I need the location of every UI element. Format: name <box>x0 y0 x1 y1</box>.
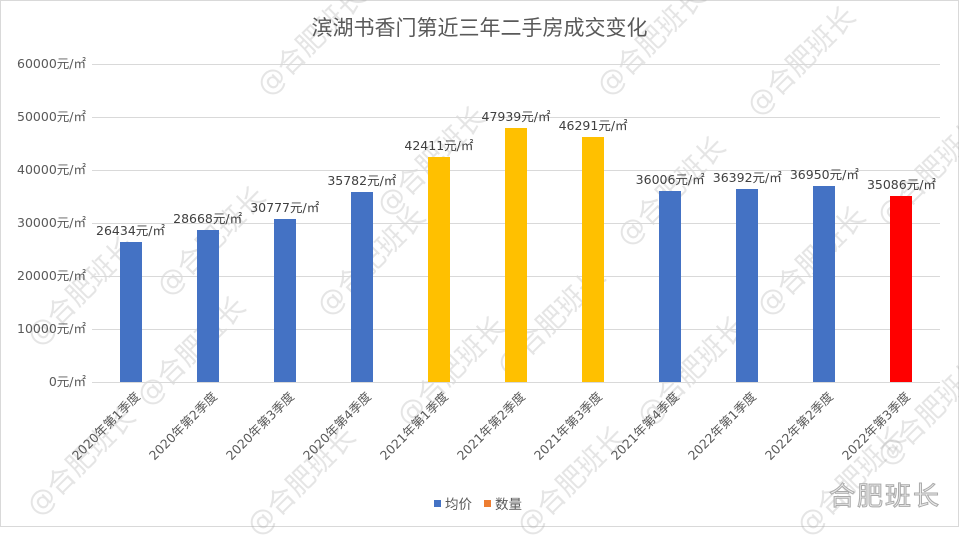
y-axis-tick-label: 30000元/㎡ <box>17 215 86 230</box>
data-label: 36006元/㎡ <box>635 172 705 188</box>
legend: 均价 数量 <box>434 493 528 513</box>
legend-swatch-orange <box>484 499 491 507</box>
y-axis-tick-label: 60000元/㎡ <box>17 56 86 71</box>
data-label: 36392元/㎡ <box>712 170 782 186</box>
brand-watermark: 合肥班长 <box>828 482 941 513</box>
legend-swatch-blue <box>434 499 441 507</box>
data-label: 35782元/㎡ <box>327 173 397 189</box>
data-label: 26434元/㎡ <box>96 222 166 238</box>
bar[interactable] <box>273 218 296 382</box>
legend-item-avg-price[interactable]: 均价 <box>434 493 472 513</box>
bar[interactable] <box>890 196 913 382</box>
bar[interactable] <box>813 186 836 382</box>
y-axis-tick-label: 0元/㎡ <box>48 374 86 389</box>
gridline <box>92 64 940 65</box>
data-label: 42411元/㎡ <box>404 138 474 154</box>
gridline <box>92 117 940 118</box>
y-axis-tick-label: 50000元/㎡ <box>17 109 86 124</box>
y-axis-tick-label: 10000元/㎡ <box>17 321 86 336</box>
data-label: 35086元/㎡ <box>866 177 936 193</box>
data-label: 28668元/㎡ <box>173 211 243 227</box>
bar[interactable] <box>505 127 527 382</box>
bar[interactable] <box>350 192 373 382</box>
bar[interactable] <box>427 157 450 382</box>
gridline <box>92 382 940 383</box>
bar[interactable] <box>659 191 682 382</box>
chart-title: 滨湖书香门第近三年二手房成交变化 <box>311 16 648 40</box>
y-axis-tick-label: 20000元/㎡ <box>17 268 86 283</box>
data-label: 36950元/㎡ <box>789 167 859 183</box>
bar[interactable] <box>119 241 142 382</box>
data-label: 46291元/㎡ <box>558 117 628 133</box>
bar[interactable] <box>736 189 759 382</box>
legend-label: 数量 <box>495 497 522 513</box>
bar[interactable] <box>196 230 219 382</box>
data-label: 47939元/㎡ <box>481 108 551 124</box>
data-label: 30777元/㎡ <box>250 199 320 215</box>
legend-label: 均价 <box>445 497 472 513</box>
bar[interactable] <box>582 136 605 382</box>
legend-item-quantity[interactable]: 数量 <box>484 493 522 513</box>
y-axis-tick-label: 40000元/㎡ <box>17 162 86 177</box>
